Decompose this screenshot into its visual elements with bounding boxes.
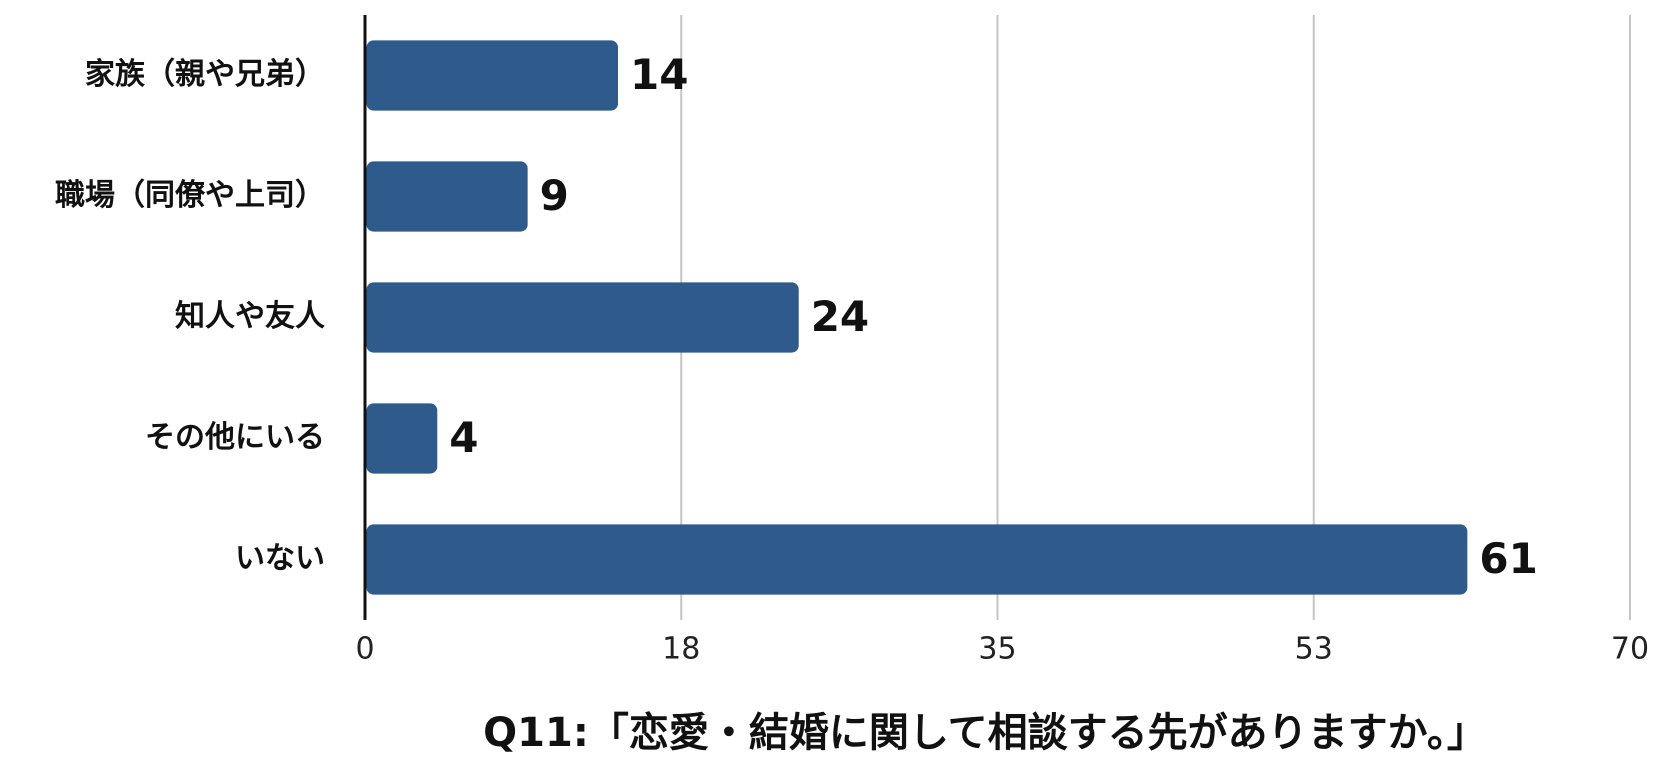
x-tick-label: 70 [1611,632,1649,667]
y-tick-label: その他にいる [145,420,325,455]
value-label: 61 [1479,534,1537,583]
y-tick-label: 職場（同僚や上司） [55,178,325,213]
bar [366,403,438,474]
bar [366,161,528,232]
bar [366,40,618,111]
value-label: 14 [630,50,688,99]
chart-title: Q11:「恋愛・結婚に関して相談する先がありますか。」 [483,710,1487,756]
value-label: 4 [449,413,478,462]
y-tick-label: いない [235,541,325,576]
x-tick-label: 35 [978,632,1016,667]
bar [366,282,799,353]
value-label: 24 [811,292,869,341]
x-tick-label: 18 [662,632,700,667]
x-tick-label: 53 [1295,632,1333,667]
y-tick-label: 家族（親や兄弟） [85,57,325,92]
bar [366,524,1468,595]
value-label: 9 [540,171,569,220]
x-tick-label: 0 [355,632,374,667]
y-tick-label: 知人や友人 [175,299,325,334]
